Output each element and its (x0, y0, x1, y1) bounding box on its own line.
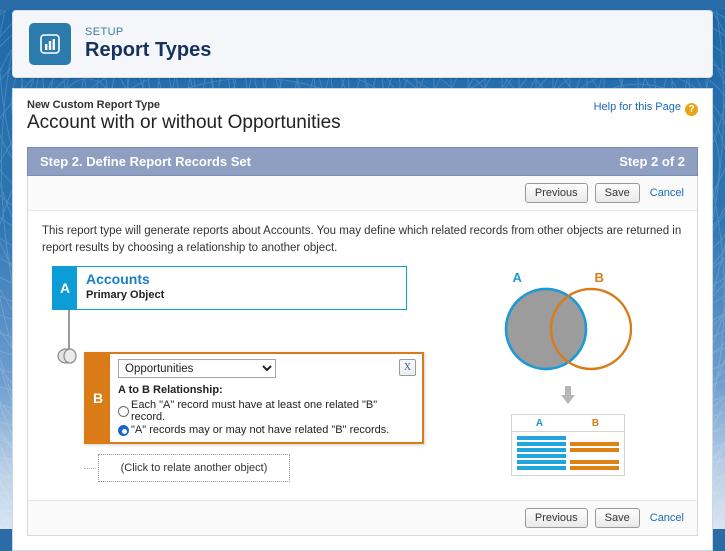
result-bar-a (516, 436, 566, 441)
cancel-link-top[interactable]: Cancel (649, 187, 684, 199)
result-bar-a (516, 442, 566, 447)
previous-button-bottom[interactable]: Previous (524, 508, 588, 529)
breadcrumb-row: New Custom Report Type Account with or w… (27, 99, 698, 134)
cancel-link-bottom[interactable]: Cancel (649, 512, 684, 525)
page-title: Report Types (85, 39, 212, 62)
relationship-option-outer-join-label: "A" records may or may not have related … (131, 424, 390, 437)
venn-diagram: A B (488, 270, 648, 375)
step-title: Step 2. Define Report Records Set (40, 154, 251, 169)
question-mark-icon[interactable]: ? (685, 103, 698, 116)
result-bar-b (569, 448, 619, 453)
action-row-top: Previous Save Cancel (28, 176, 697, 211)
result-bar-b (569, 460, 619, 465)
radio-outer-join[interactable] (118, 424, 129, 436)
object-a-badge: A (53, 267, 77, 310)
result-column-a: A (535, 418, 544, 430)
builder-diagram-column: A B (452, 266, 683, 482)
step-bar: Step 2. Define Report Records Set Step 2… (27, 147, 698, 176)
relationship-label: A to B Relationship: (118, 384, 223, 397)
content-box: Previous Save Cancel This report type wi… (27, 176, 698, 537)
result-bar-a (516, 460, 566, 465)
remove-object-button[interactable]: X (399, 359, 416, 377)
breadcrumb: New Custom Report Type (27, 99, 161, 111)
help-for-this-page-link[interactable]: Help for this Page (593, 101, 681, 113)
connector-line (68, 310, 70, 353)
save-button-bottom[interactable]: Save (594, 508, 640, 529)
help-link-wrapper: Help for this Page? (594, 99, 698, 116)
relationship-option-outer-join[interactable]: "A" records may or may not have related … (118, 424, 414, 436)
result-table-preview: A B (510, 414, 625, 477)
main-panel: New Custom Report Type Account with or w… (12, 88, 713, 551)
result-rows-a (516, 436, 566, 471)
result-bar-b (569, 442, 619, 447)
result-bar-b (569, 466, 619, 471)
step-progress: Step 2 of 2 (619, 154, 685, 169)
venn-label-b: B (594, 270, 604, 286)
relationship-option-inner-join[interactable]: Each "A" record must have at least one r… (118, 399, 414, 423)
add-object-connector (84, 467, 96, 469)
result-table-body (512, 432, 624, 475)
description-text: This report type will generate reports a… (42, 225, 682, 254)
result-column-b: B (591, 418, 600, 430)
result-table-header: A B (511, 415, 624, 433)
result-bar-a (516, 466, 566, 471)
result-bar-a (516, 454, 566, 459)
action-row-bottom: Previous Save Cancel (28, 500, 697, 536)
result-rows-b (569, 436, 619, 471)
object-a-name: Accounts (86, 271, 150, 288)
builder-objects-column: A Accounts Primary Object (42, 266, 442, 483)
bar-chart-icon (29, 23, 71, 65)
add-object-row: (Click to relate another object) (84, 454, 442, 483)
connector-drag-handle[interactable] (56, 348, 82, 364)
primary-object-card[interactable]: A Accounts Primary Object (52, 266, 407, 311)
result-bar-b (570, 436, 619, 440)
relationship-option-inner-join-label: Each "A" record must have at least one r… (131, 399, 378, 424)
arrow-down-icon (558, 385, 578, 408)
radio-inner-join[interactable] (118, 405, 129, 417)
report-type-name: Account with or without Opportunities (27, 112, 341, 133)
previous-button-top[interactable]: Previous (524, 183, 588, 203)
save-button-top[interactable]: Save (594, 183, 640, 203)
result-bar-b (570, 454, 619, 458)
report-type-builder: A Accounts Primary Object (28, 262, 697, 500)
object-b-badge: B (86, 354, 110, 443)
add-related-object-button[interactable]: (Click to relate another object) (98, 454, 290, 483)
related-object-select[interactable]: Opportunities (118, 359, 276, 379)
venn-svg (504, 288, 632, 371)
result-bar-a (516, 448, 566, 453)
setup-header: SETUP Report Types (12, 10, 713, 78)
object-a-subtitle: Primary Object (86, 288, 165, 301)
venn-label-a: A (512, 270, 522, 286)
related-object-card[interactable]: B Opportunities X A to B Relationship: E… (84, 352, 424, 445)
setup-eyebrow: SETUP (85, 25, 124, 38)
